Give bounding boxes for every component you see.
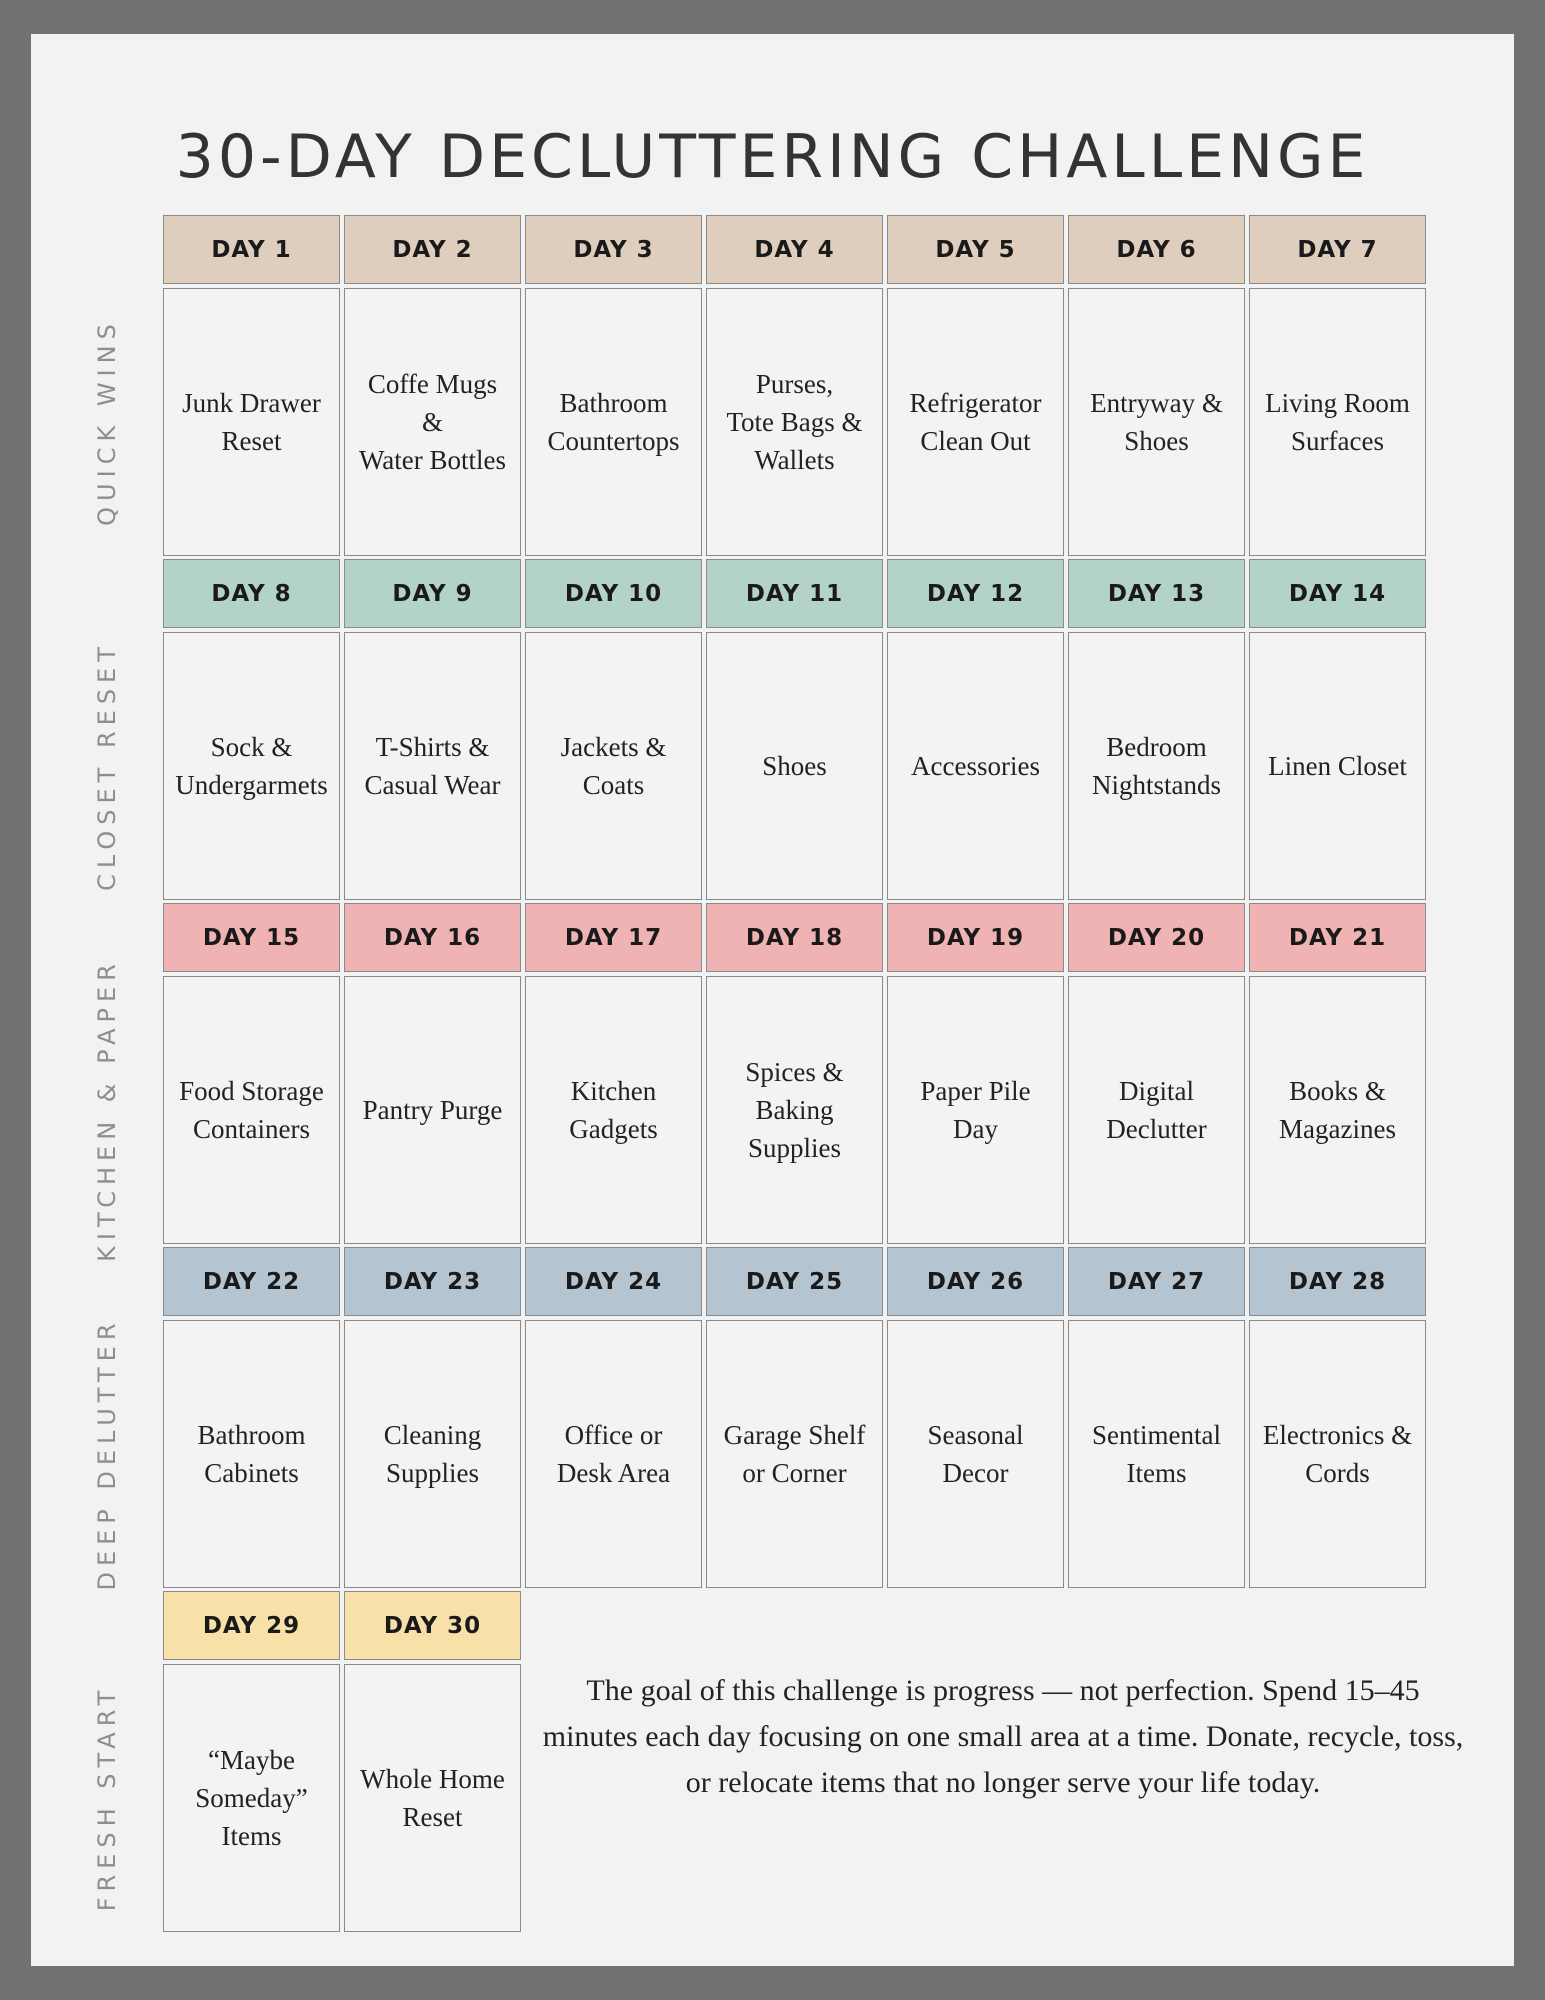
day-task-cell: Garage Shelf or Corner: [706, 1320, 883, 1588]
day-task-cell: Seasonal Decor: [887, 1320, 1064, 1588]
day-task-text: Bedroom Nightstands: [1091, 732, 1221, 800]
day-header: DAY 24: [525, 1247, 702, 1316]
day-task-text: Electronics & Cords: [1262, 1420, 1413, 1488]
day-task-cell: Paper Pile Day: [887, 976, 1064, 1244]
day-task-cell: Pantry Purge: [344, 976, 521, 1244]
day-task-text: Sentimental Items: [1092, 1420, 1221, 1488]
day-header: DAY 29: [163, 1591, 340, 1660]
day-header: DAY 16: [344, 903, 521, 972]
day-task-cell: Refrigerator Clean Out: [887, 288, 1064, 556]
week-label: KITCHEN & PAPER: [93, 958, 121, 1262]
day-header: DAY 28: [1249, 1247, 1426, 1316]
day-task-cell: Office or Desk Area: [525, 1320, 702, 1588]
day-task-cell: Entryway & Shoes: [1068, 288, 1245, 556]
day-task-text: Garage Shelf or Corner: [723, 1420, 866, 1488]
day-header: DAY 12: [887, 559, 1064, 628]
day-header: DAY 27: [1068, 1247, 1245, 1316]
week-label: DEEP DELUTTER: [93, 1317, 121, 1591]
day-task-cell: Bedroom Nightstands: [1068, 632, 1245, 900]
day-header: DAY 11: [706, 559, 883, 628]
day-header: DAY 3: [525, 215, 702, 284]
day-task-cell: “Maybe Someday” Items: [163, 1664, 340, 1932]
day-task-text: Kitchen Gadgets: [569, 1076, 658, 1144]
day-header: DAY 7: [1249, 215, 1426, 284]
day-task-text: T-Shirts & Casual Wear: [364, 732, 501, 800]
day-task-text: Food Storage Containers: [179, 1076, 324, 1144]
day-task-text: Accessories: [911, 751, 1040, 781]
day-task-cell: Purses, Tote Bags & Wallets: [706, 288, 883, 556]
day-task-text: Coffe Mugs & Water Bottles: [358, 369, 507, 475]
day-task-text: Sock & Undergarmets: [175, 732, 328, 800]
day-task-cell: Bathroom Cabinets: [163, 1320, 340, 1588]
day-task-cell: Food Storage Containers: [163, 976, 340, 1244]
day-header: DAY 4: [706, 215, 883, 284]
day-task-text: Junk Drawer Reset: [182, 388, 321, 456]
day-task-text: Pantry Purge: [362, 1095, 503, 1125]
day-header: DAY 19: [887, 903, 1064, 972]
day-header: DAY 9: [344, 559, 521, 628]
day-task-cell: Whole Home Reset: [344, 1664, 521, 1932]
day-task-text: Linen Closet: [1268, 751, 1407, 781]
day-header: DAY 14: [1249, 559, 1426, 628]
day-header: DAY 21: [1249, 903, 1426, 972]
day-task-text: Bathroom Countertops: [547, 388, 680, 456]
day-task-cell: Jackets & Coats: [525, 632, 702, 900]
day-header: DAY 22: [163, 1247, 340, 1316]
day-task-text: Purses, Tote Bags & Wallets: [726, 369, 863, 475]
day-task-cell: T-Shirts & Casual Wear: [344, 632, 521, 900]
day-header: DAY 20: [1068, 903, 1245, 972]
day-header: DAY 13: [1068, 559, 1245, 628]
day-header: DAY 18: [706, 903, 883, 972]
day-task-cell: Junk Drawer Reset: [163, 288, 340, 556]
day-task-text: Jackets & Coats: [560, 732, 667, 800]
day-task-text: Digital Declutter: [1106, 1076, 1207, 1144]
day-header: DAY 25: [706, 1247, 883, 1316]
day-task-cell: Electronics & Cords: [1249, 1320, 1426, 1588]
day-task-text: Refrigerator Clean Out: [909, 388, 1042, 456]
day-task-cell: Accessories: [887, 632, 1064, 900]
day-task-cell: Sentimental Items: [1068, 1320, 1245, 1588]
week-label: QUICK WINS: [93, 318, 121, 526]
week-label: CLOSET RESET: [93, 641, 121, 891]
day-task-text: Living Room Surfaces: [1265, 388, 1410, 456]
week-label: FRESH START: [93, 1684, 121, 1912]
day-header: DAY 26: [887, 1247, 1064, 1316]
day-task-text: “Maybe Someday” Items: [195, 1745, 308, 1851]
day-header: DAY 15: [163, 903, 340, 972]
day-task-text: Books & Magazines: [1279, 1076, 1396, 1144]
day-task-text: Entryway & Shoes: [1090, 388, 1223, 456]
challenge-note: The goal of this challenge is progress —…: [542, 1674, 1464, 1799]
day-header: DAY 6: [1068, 215, 1245, 284]
page-title: 30-DAY DECLUTTERING CHALLENGE: [175, 122, 1370, 192]
day-task-text: Shoes: [762, 751, 827, 781]
day-task-text: Whole Home Reset: [360, 1764, 505, 1832]
day-task-text: Spices & Baking Supplies: [745, 1057, 844, 1163]
day-task-text: Paper Pile Day: [920, 1076, 1031, 1144]
day-task-cell: Spices & Baking Supplies: [706, 976, 883, 1244]
day-task-cell: Kitchen Gadgets: [525, 976, 702, 1244]
challenge-page: 30-DAY DECLUTTERING CHALLENGE QUICK WINS…: [31, 34, 1514, 1966]
day-task-cell: Digital Declutter: [1068, 976, 1245, 1244]
day-header: DAY 17: [525, 903, 702, 972]
day-task-cell: Living Room Surfaces: [1249, 288, 1426, 556]
day-task-cell: Books & Magazines: [1249, 976, 1426, 1244]
day-task-text: Bathroom Cabinets: [197, 1420, 306, 1488]
day-header: DAY 8: [163, 559, 340, 628]
day-task-cell: Sock & Undergarmets: [163, 632, 340, 900]
day-task-text: Office or Desk Area: [556, 1420, 671, 1488]
day-header: DAY 10: [525, 559, 702, 628]
day-task-cell: Shoes: [706, 632, 883, 900]
day-task-text: Cleaning Supplies: [383, 1420, 482, 1488]
day-header: DAY 2: [344, 215, 521, 284]
day-task-text: Seasonal Decor: [927, 1420, 1024, 1488]
day-task-cell: Coffe Mugs & Water Bottles: [344, 288, 521, 556]
day-header: DAY 5: [887, 215, 1064, 284]
day-task-cell: Cleaning Supplies: [344, 1320, 521, 1588]
day-task-cell: Bathroom Countertops: [525, 288, 702, 556]
day-header: DAY 30: [344, 1591, 521, 1660]
day-task-cell: Linen Closet: [1249, 632, 1426, 900]
day-header: DAY 1: [163, 215, 340, 284]
day-header: DAY 23: [344, 1247, 521, 1316]
